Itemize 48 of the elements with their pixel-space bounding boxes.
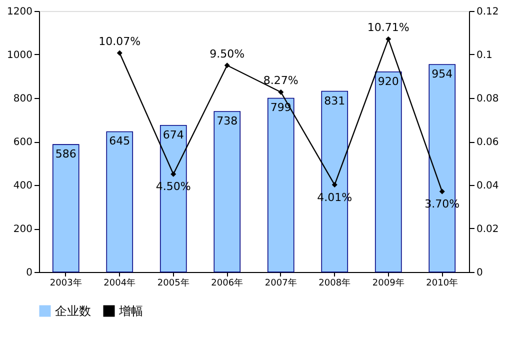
y2-tick-label: 0.12 [476,6,499,18]
point [386,36,392,42]
bar [214,111,241,272]
data-label: 645 [109,134,130,148]
x-tick-label: 2004年 [104,278,136,288]
y-tick-label: 1200 [7,6,32,18]
data-label: 9.50% [210,47,245,60]
data-label: 586 [55,148,76,161]
y-tick-label: 600 [13,137,32,148]
y2-tick-label: 0.06 [476,137,499,148]
y2-tick-label: 0.08 [476,94,499,104]
x-tick-label: 2008年 [318,278,351,288]
y-tick-label: 0 [26,268,32,278]
data-label: 10.07% [98,34,141,48]
bar [374,72,402,272]
y2-tick-label: 0 [476,268,483,278]
point [439,188,445,194]
point [332,182,338,188]
x-tick-label: 2007年 [264,278,297,288]
y-tick-label: 400 [13,180,32,192]
legend-label: 企业数 [55,304,91,318]
bar [52,144,80,272]
data-label: 954 [432,68,453,81]
data-label: 920 [378,74,399,88]
point [224,62,230,68]
x-tick-label: 2010年 [426,278,458,288]
y-tick-label: 800 [13,94,32,104]
x-tick-label: 2005年 [157,278,190,288]
data-label: 8.27% [263,74,298,88]
point [116,50,122,56]
point [278,89,284,95]
bar [267,98,294,272]
y-tick-label: 1000 [7,50,32,61]
data-label: 831 [324,94,346,108]
bar [106,131,134,272]
data-label: 738 [216,114,238,128]
y-tick-label: 200 [13,224,32,235]
point [170,171,176,177]
data-label: 799 [270,101,292,114]
x-tick-label: 2006年 [211,278,244,288]
y2-tick-label: 0.02 [476,224,499,235]
data-label: 10.71% [367,21,410,34]
data-label: 674 [162,128,184,142]
y2-tick-label: 0.04 [476,180,499,192]
x-tick-label: 2003年 [50,278,82,288]
y2-tick-label: 0.1 [476,50,492,61]
x-tick-label: 2009年 [372,278,404,288]
legend-label: 增幅 [118,304,143,318]
